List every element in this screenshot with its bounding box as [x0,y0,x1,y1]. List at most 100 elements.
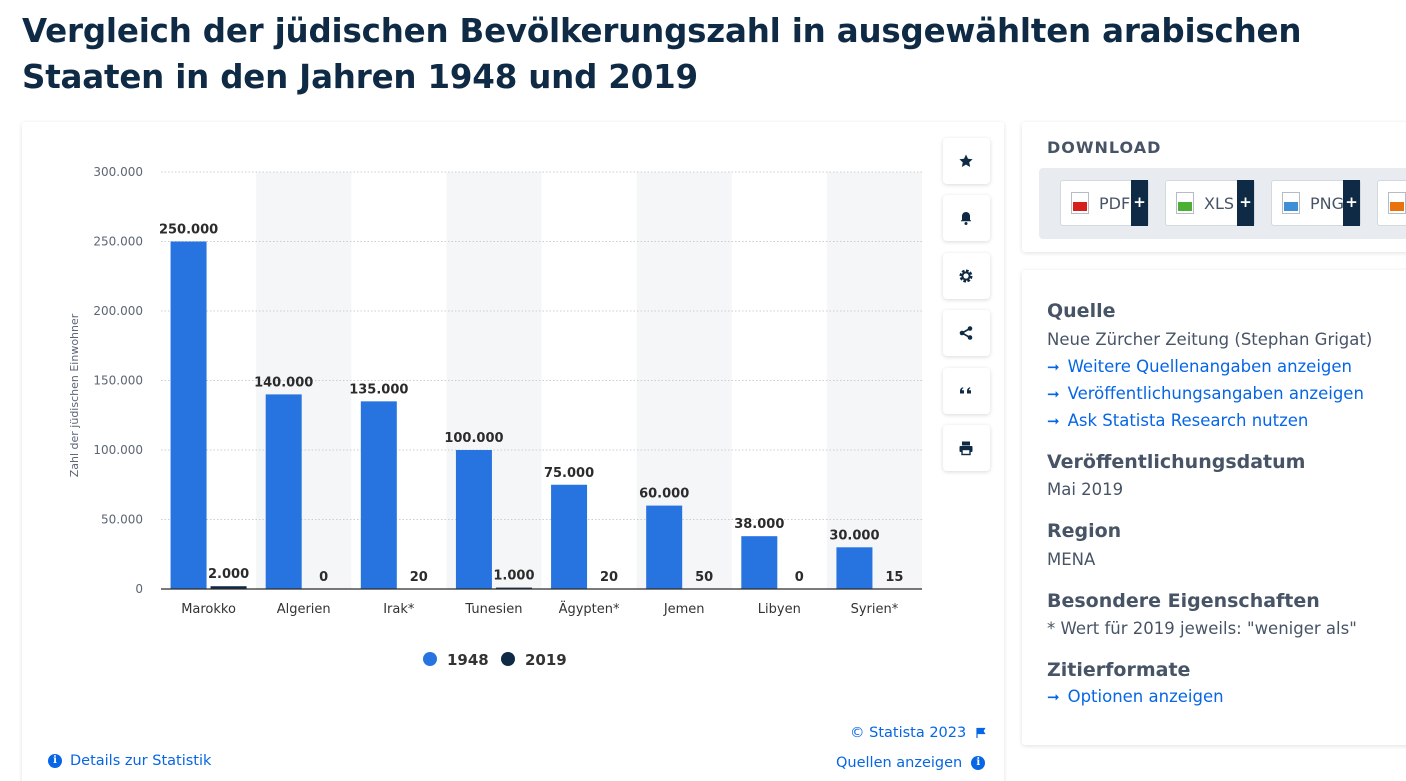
data-label: 135.000 [349,382,408,397]
y-tick-label: 250.000 [93,235,143,249]
chart-card: 0 50.000 100.000 150.000 200.000 250.000 300.0… [22,122,1004,781]
pdf-file-icon [1071,192,1089,214]
data-label: 75.000 [544,466,594,481]
flag-icon [976,727,986,738]
download-ppt-button[interactable] [1377,180,1406,226]
download-pdf-label: PDF [1099,193,1131,213]
bar-2019 [495,587,532,589]
download-options: PDF + XLS + PNG + [1039,168,1406,239]
y-tick-label: 150.000 [93,374,143,388]
x-tick-label: Syrien* [851,602,899,617]
data-label: 20 [410,570,428,585]
arrow-right-icon: ➞ [1047,384,1060,403]
y-tick-label: 300.000 [93,165,143,179]
download-png-label: PNG [1310,193,1345,213]
sources-link[interactable]: Quellen anzeigen i [836,755,986,771]
x-tick-label: Marokko [181,602,236,617]
bell-icon [960,212,972,225]
y-tick-label: 200.000 [93,304,143,318]
info-icon: i [971,756,986,770]
info-card: Quelle Neue Zürcher Zeitung (Stephan Gri… [1022,270,1406,745]
bar-1948 [455,450,492,589]
download-png-button[interactable]: PNG + [1271,180,1361,226]
x-tick-label: Ägypten* [559,601,620,617]
research-label: Ask Statista Research nutzen [1067,411,1309,430]
arrow-right-icon: ➞ [1047,411,1060,430]
source-heading: Quelle [1047,300,1116,322]
details-link[interactable]: i Details zur Statistik [48,753,211,769]
printer-icon [959,441,973,456]
citation-options-link[interactable]: ➞ Optionen anzeigen [1047,687,1224,706]
citation-options-label: Optionen anzeigen [1067,687,1224,706]
sources-link-label: Quellen anzeigen [836,755,963,771]
favorite-button[interactable] [943,138,990,184]
bar-chart: 0 50.000 100.000 150.000 200.000 250.000 300.0… [68,165,922,669]
region-heading: Region [1047,520,1122,542]
details-link-label: Details zur Statistik [70,753,212,769]
share-button[interactable] [943,310,990,356]
bar-1948 [646,505,683,589]
y-axis-label: Zahl der jüdischen Einwohner [68,313,81,477]
y-tick-label: 50.000 [101,513,143,527]
arrow-right-icon: ➞ [1047,687,1060,706]
copyright-text: © Statista 2023 [850,725,967,741]
x-tick-label: Irak* [383,602,415,617]
bar-1948 [741,536,778,589]
plus-icon: + [1131,180,1148,226]
date-text: Mai 2019 [1047,480,1124,499]
print-button[interactable] [943,425,990,471]
citation-heading: Zitierformate [1047,659,1191,681]
share-icon [959,326,973,340]
xls-file-icon [1176,192,1194,214]
arrow-right-icon: ➞ [1047,357,1060,376]
legend-marker-1948 [423,652,437,666]
gear-icon [959,269,973,283]
bar-1948 [170,241,207,589]
data-label: 250.000 [159,223,218,238]
publication-details-link[interactable]: ➞ Veröffentlichungsangaben anzeigen [1047,384,1364,403]
ppt-file-icon [1388,192,1406,214]
category-band [826,172,922,589]
data-label: 1.000 [493,569,534,584]
bar-2019 [210,586,247,589]
y-tick-label: 100.000 [93,443,143,457]
info-icon: i [48,754,62,768]
bar-1948 [360,401,397,589]
cite-button[interactable] [943,368,990,414]
data-label: 60.000 [639,487,689,502]
star-icon [959,154,973,167]
legend-marker-2019 [501,652,515,666]
x-tick-label: Tunesien [464,602,522,617]
x-tick-label: Jemen [663,602,705,617]
x-tick-label: Algerien [277,602,331,617]
research-link[interactable]: ➞ Ask Statista Research nutzen [1047,411,1308,430]
date-heading: Veröffentlichungsdatum [1047,451,1306,473]
notification-button[interactable] [943,195,990,241]
copyright-link[interactable]: © Statista 2023 [850,725,987,741]
download-xls-button[interactable]: XLS + [1165,180,1255,226]
more-sources-link[interactable]: ➞ Weitere Quellenangaben anzeigen [1047,357,1352,376]
legend-label: 1948 [447,651,489,669]
properties-heading: Besondere Eigenschaften [1047,590,1320,612]
data-label: 100.000 [444,431,503,446]
y-tick-label: 0 [135,582,143,596]
data-label: 15 [885,570,903,585]
download-card: DOWNLOAD PDF + XLS + PNG + [1022,122,1406,252]
plus-icon: + [1343,180,1360,226]
data-label: 2.000 [208,567,249,582]
data-label: 38.000 [734,517,784,532]
data-label: 30.000 [829,528,879,543]
data-label: 50 [695,570,713,585]
settings-button[interactable] [943,253,990,299]
x-tick-label: Libyen [758,602,801,617]
quote-icon [960,387,971,394]
publication-details-label: Veröffentlichungsangaben anzeigen [1067,384,1364,403]
data-label: 0 [319,570,328,585]
data-label: 140.000 [254,375,313,390]
download-pdf-button[interactable]: PDF + [1060,180,1149,226]
download-xls-label: XLS [1204,193,1235,213]
plus-icon: + [1237,180,1254,226]
source-text: Neue Zürcher Zeitung (Stephan Grigat) [1047,330,1373,349]
data-label: 20 [600,570,618,585]
